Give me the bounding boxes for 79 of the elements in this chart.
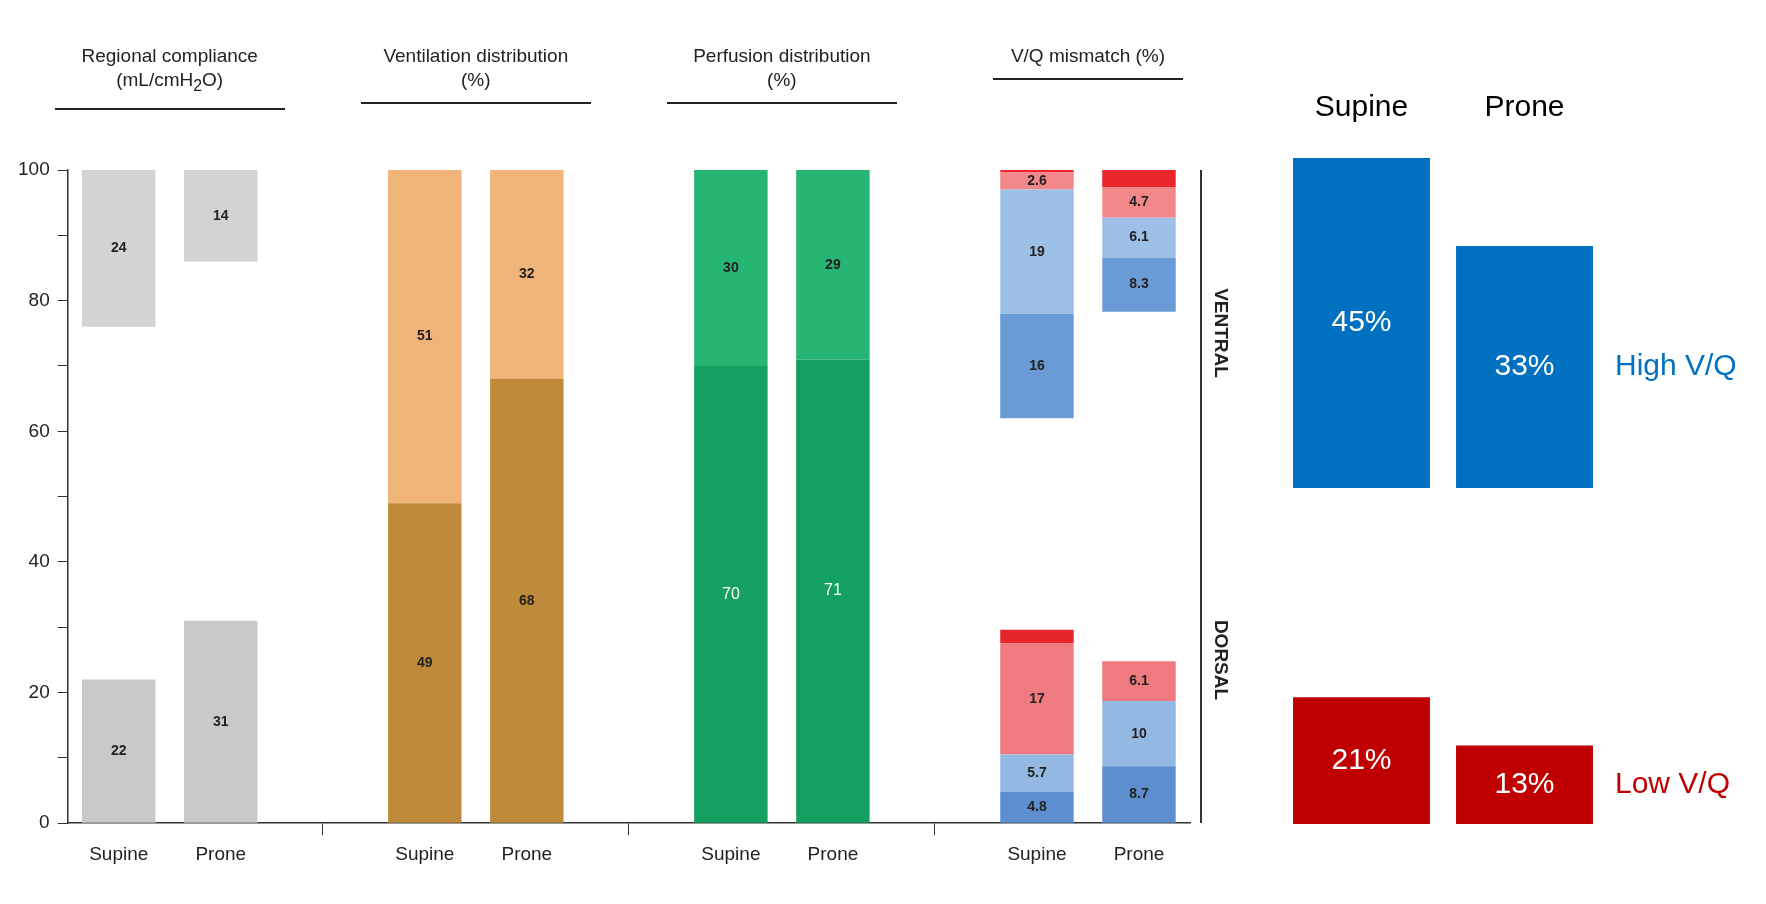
x-tick-label: Prone [1113,842,1165,864]
bar [184,170,258,262]
bar [1000,170,1074,173]
y-tick-label: 60 [28,419,50,441]
bar [388,170,462,504]
x-tick-label: Supine [1007,842,1067,864]
data-label: 30 [723,258,739,275]
text: Ventilation distribution (%) [360,44,591,104]
bar [1102,766,1176,823]
data-label: 45% [1331,304,1392,338]
bar [694,170,768,366]
series-label: High V/Q [1614,348,1737,382]
data-label: 13% [1494,766,1555,800]
text: Regional compliance (mL/cmH$_{2}$O) [54,44,285,110]
data-label: 6.1 [1129,228,1149,245]
data-label: 8.3 [1129,275,1149,292]
series-label: Low V/Q [1614,766,1731,800]
y-tick-label: 100 [18,158,50,180]
bar [1000,754,1074,792]
data-label: 22 [110,741,127,758]
bar [81,170,156,327]
data-label: 33% [1494,348,1555,382]
data-label: 51 [417,327,433,344]
bar [1102,170,1176,187]
x-tick-label: Prone [807,842,859,864]
y-tick-label: 80 [28,288,50,310]
bar [796,170,870,360]
data-label: 8.7 [1129,785,1149,802]
data-label: 21% [1331,741,1392,775]
data-label: 49 [417,653,433,670]
data-label: 6.1 [1129,671,1149,688]
x-tick-label: Supine [89,842,149,864]
bar [1000,629,1074,644]
bar [184,620,258,823]
bar [1102,701,1176,767]
data-label: 10 [1131,724,1147,741]
data-label: 17 [1029,689,1045,706]
data-label: 24 [110,239,127,256]
text: Perfusion distribution (%) [666,44,897,104]
y-tick-label: 20 [28,680,50,702]
x-tick-label: Supine [395,842,455,864]
bar [1102,257,1176,312]
data-label: 5.7 [1027,764,1047,781]
bar [490,379,564,823]
text: DORSAL [1210,619,1232,701]
bar [1000,791,1074,823]
bar [796,359,870,823]
x-tick-label: Prone [501,842,553,864]
x-tick-label: Prone [1484,89,1565,123]
data-label: 4.7 [1129,193,1149,210]
data-label: 32 [519,265,535,282]
bar [1000,172,1074,190]
bar [490,170,564,380]
data-label: 31 [212,712,229,729]
data-label: 29 [825,255,841,272]
data-label: 68 [519,591,535,608]
data-label: 4.8 [1027,798,1047,815]
bar [1102,186,1176,218]
x-tick-label: Prone [195,842,247,864]
data-label: 19 [1029,242,1045,259]
bar [1000,643,1074,755]
text: V/Q mismatch (%) [992,44,1184,80]
bar [694,365,768,823]
y-tick-label: 40 [28,550,50,572]
data-label: 70 [721,584,740,602]
y-tick-label: 0 [39,811,50,833]
x-tick-label: Supine [1314,89,1409,123]
text: VENTRAL [1210,288,1232,379]
data-label: 14 [212,206,229,223]
data-label: 2.6 [1027,171,1047,188]
x-tick-label: Supine [701,842,761,864]
data-label: 16 [1029,356,1045,373]
bar [81,679,156,823]
bar [388,503,462,823]
bar [1102,661,1176,702]
bar [1000,313,1074,419]
bar [1102,217,1176,258]
data-label: 71 [824,581,842,599]
bar [1000,189,1074,314]
